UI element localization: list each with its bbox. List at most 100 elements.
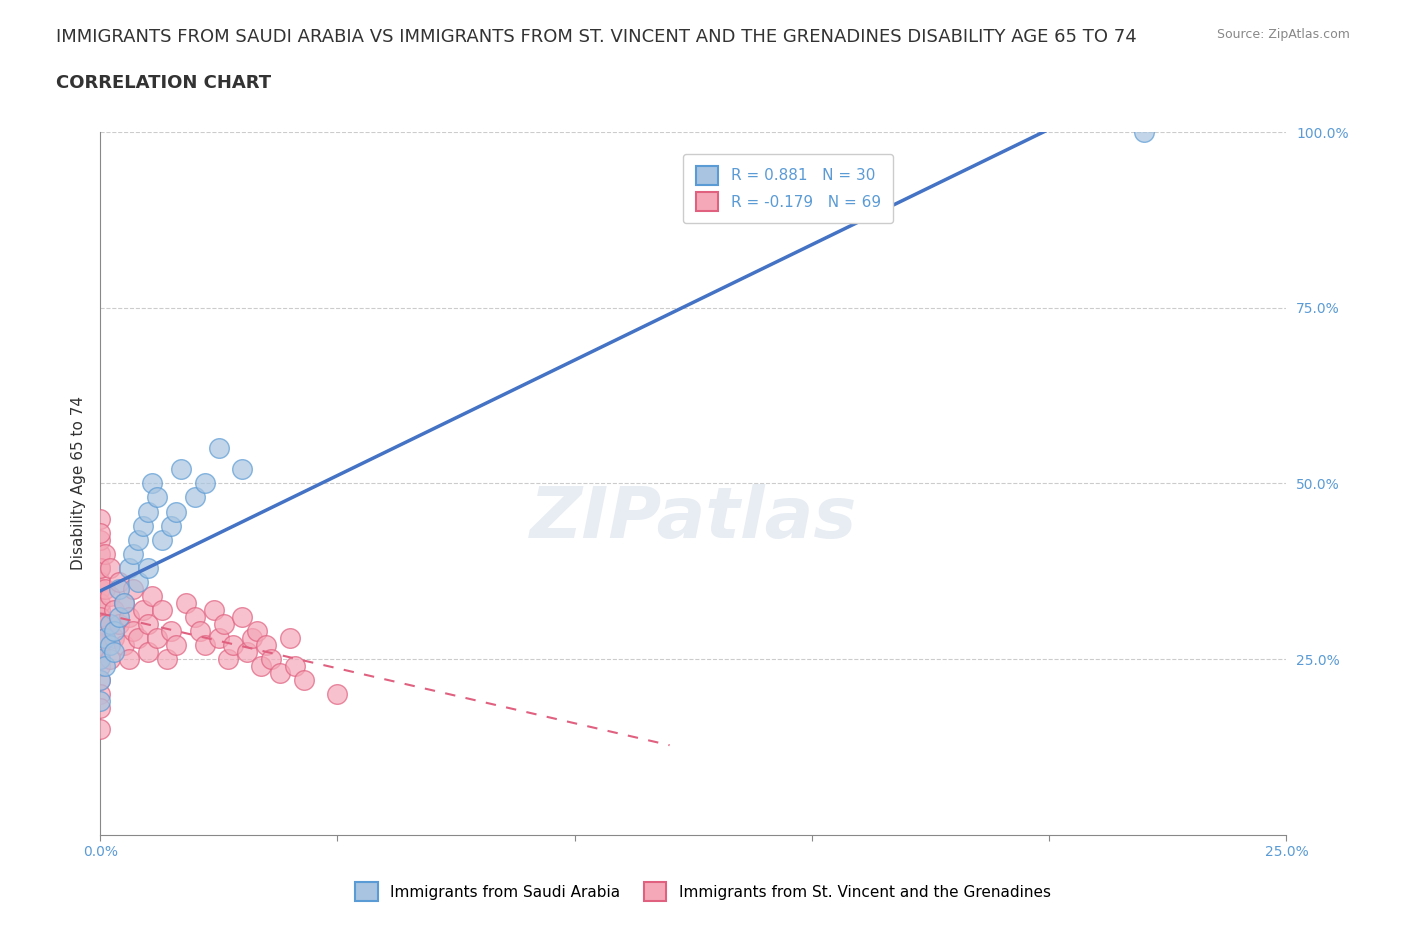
Point xyxy=(212,617,235,631)
Y-axis label: Disability Age 65 to 74: Disability Age 65 to 74 xyxy=(72,396,86,570)
Point xyxy=(94,617,117,631)
Point xyxy=(184,609,207,624)
Point xyxy=(278,631,301,645)
Point xyxy=(89,694,111,709)
Point xyxy=(89,581,111,596)
Point xyxy=(122,546,145,561)
Point xyxy=(103,631,125,645)
Point xyxy=(98,638,121,653)
Point xyxy=(98,617,121,631)
Point xyxy=(117,652,139,667)
Text: IMMIGRANTS FROM SAUDI ARABIA VS IMMIGRANTS FROM ST. VINCENT AND THE GRENADINES D: IMMIGRANTS FROM SAUDI ARABIA VS IMMIGRAN… xyxy=(56,28,1137,46)
Point xyxy=(89,722,111,737)
Point xyxy=(94,581,117,596)
Text: Source: ZipAtlas.com: Source: ZipAtlas.com xyxy=(1216,28,1350,41)
Point xyxy=(112,595,135,610)
Point xyxy=(188,624,211,639)
Point xyxy=(89,617,111,631)
Point xyxy=(103,624,125,639)
Point xyxy=(98,652,121,667)
Point xyxy=(89,652,111,667)
Point xyxy=(89,644,111,659)
Point xyxy=(108,609,131,624)
Point xyxy=(127,532,149,547)
Point xyxy=(89,658,111,673)
Text: ZIPatlas: ZIPatlas xyxy=(530,485,858,553)
Point xyxy=(231,462,253,477)
Point xyxy=(250,658,273,673)
Point xyxy=(89,672,111,687)
Point xyxy=(89,575,111,590)
Point xyxy=(146,631,169,645)
Point xyxy=(165,504,187,519)
Point xyxy=(236,644,259,659)
Point xyxy=(326,687,349,702)
Point xyxy=(141,476,163,491)
Point xyxy=(98,560,121,575)
Point xyxy=(89,638,111,653)
Point xyxy=(89,595,111,610)
Point xyxy=(132,603,155,618)
Point xyxy=(89,603,111,618)
Text: CORRELATION CHART: CORRELATION CHART xyxy=(56,74,271,92)
Point xyxy=(150,532,173,547)
Point xyxy=(122,581,145,596)
Point xyxy=(132,518,155,533)
Point xyxy=(165,638,187,653)
Point xyxy=(103,644,125,659)
Point xyxy=(112,638,135,653)
Point xyxy=(98,589,121,604)
Point xyxy=(89,687,111,702)
Point xyxy=(89,652,111,667)
Legend: Immigrants from Saudi Arabia, Immigrants from St. Vincent and the Grenadines: Immigrants from Saudi Arabia, Immigrants… xyxy=(343,870,1063,913)
Point xyxy=(254,638,277,653)
Point xyxy=(231,609,253,624)
Point xyxy=(184,490,207,505)
Point xyxy=(117,560,139,575)
Point xyxy=(208,631,231,645)
Point xyxy=(193,476,215,491)
Point xyxy=(89,701,111,716)
Point xyxy=(284,658,307,673)
Point xyxy=(160,518,183,533)
Point xyxy=(240,631,263,645)
Point xyxy=(141,589,163,604)
Point xyxy=(193,638,215,653)
Point xyxy=(174,595,197,610)
Point xyxy=(160,624,183,639)
Point xyxy=(89,631,111,645)
Point xyxy=(94,631,117,645)
Point xyxy=(246,624,269,639)
Point xyxy=(136,560,159,575)
Point xyxy=(89,560,111,575)
Point xyxy=(127,575,149,590)
Point xyxy=(292,672,315,687)
Point xyxy=(222,638,245,653)
Point xyxy=(89,512,111,526)
Point xyxy=(94,631,117,645)
Point xyxy=(136,644,159,659)
Point xyxy=(217,652,239,667)
Point xyxy=(89,546,111,561)
Point xyxy=(208,441,231,456)
Point xyxy=(108,617,131,631)
Point xyxy=(136,617,159,631)
Point xyxy=(170,462,193,477)
Point xyxy=(89,609,111,624)
Point xyxy=(89,525,111,540)
Point xyxy=(122,624,145,639)
Point xyxy=(260,652,283,667)
Point xyxy=(89,532,111,547)
Point xyxy=(150,603,173,618)
Point xyxy=(89,672,111,687)
Point xyxy=(94,546,117,561)
Point xyxy=(269,666,291,681)
Point xyxy=(94,658,117,673)
Point xyxy=(1133,125,1156,140)
Point xyxy=(108,575,131,590)
Point xyxy=(103,603,125,618)
Point xyxy=(136,504,159,519)
Point xyxy=(117,609,139,624)
Point xyxy=(146,490,169,505)
Point xyxy=(89,560,111,575)
